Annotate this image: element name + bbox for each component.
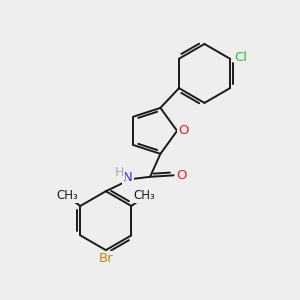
Text: H: H	[115, 166, 124, 179]
Text: O: O	[178, 124, 189, 137]
Text: Br: Br	[98, 252, 113, 266]
Text: CH₃: CH₃	[134, 189, 155, 202]
Text: Cl: Cl	[235, 51, 248, 64]
Text: CH₃: CH₃	[56, 189, 78, 202]
Text: N: N	[123, 172, 133, 184]
Text: O: O	[177, 169, 187, 182]
